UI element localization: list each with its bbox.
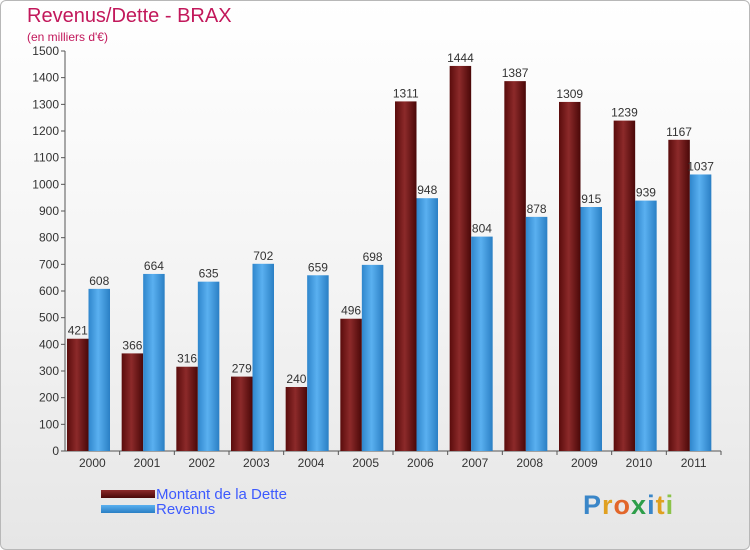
debt-value-label: 279 [232, 362, 252, 376]
x-tick-label: 2002 [188, 456, 215, 470]
y-tick-label: 100 [39, 417, 59, 431]
debt-bar [504, 81, 526, 451]
debt-value-label: 1387 [502, 66, 529, 80]
logo-letter: i [665, 490, 675, 520]
y-tick-label: 500 [39, 311, 59, 325]
revenue-bar [307, 275, 329, 451]
logo-letter: i [647, 490, 656, 520]
x-tick-label: 2009 [571, 456, 598, 470]
revenue-value-label: 1037 [687, 159, 714, 173]
debt-value-label: 1239 [611, 106, 638, 120]
debt-bar [285, 387, 308, 451]
revenue-bar [471, 236, 493, 451]
debt-bar [67, 338, 89, 451]
logo-letter: P [583, 490, 603, 520]
debt-bar [559, 101, 581, 451]
revenue-value-label: 659 [308, 260, 328, 274]
legend-label-debt: Montant de la Dette [156, 486, 287, 503]
y-tick-label: 600 [39, 284, 59, 298]
x-tick-label: 2001 [134, 456, 161, 470]
legend-swatch-revenue [101, 505, 155, 513]
logo-letter: t [655, 490, 666, 520]
logo-letter: x [631, 490, 648, 520]
legend-label-revenue: Revenus [156, 501, 216, 518]
revenue-bar [689, 174, 712, 451]
chart-title: Revenus/Dette - BRAX [27, 5, 232, 27]
revenue-bar [580, 207, 602, 451]
revenue-bar [143, 273, 165, 451]
y-tick-label: 900 [39, 204, 59, 218]
x-tick-label: 2010 [626, 456, 653, 470]
debt-value-label: 1309 [556, 87, 583, 101]
revenue-value-label: 948 [417, 183, 437, 197]
revenue-value-label: 939 [636, 186, 656, 200]
x-tick-label: 2008 [516, 456, 543, 470]
revenue-value-label: 698 [363, 250, 383, 264]
logo-letter: o [613, 490, 632, 520]
debt-bar [395, 101, 417, 452]
debt-value-label: 421 [68, 324, 88, 338]
debt-value-label: 1311 [393, 86, 419, 100]
y-tick-label: 1200 [32, 124, 59, 138]
y-tick-label: 1100 [33, 151, 59, 165]
y-tick-label: 1400 [32, 71, 59, 85]
x-tick-label: 2007 [462, 456, 489, 470]
logo-letter: r [602, 490, 614, 520]
debt-bar [231, 376, 253, 451]
legend-item-debt: Montant de la Dette [101, 486, 401, 503]
y-tick-label: 800 [39, 231, 59, 245]
legend-swatch-debt [101, 490, 155, 498]
debt-bar [449, 65, 472, 451]
revenue-value-label: 664 [144, 259, 164, 273]
legend-item-revenue: Revenus [101, 501, 401, 518]
debt-bar [340, 318, 362, 451]
x-tick-label: 2000 [79, 456, 106, 470]
debt-value-label: 496 [341, 304, 361, 318]
y-tick-label: 1500 [32, 44, 59, 58]
x-tick-label: 2004 [298, 456, 325, 470]
y-tick-label: 0 [52, 444, 59, 458]
chart-legend: Montant de la Dette Revenus [101, 486, 401, 518]
y-tick-label: 300 [39, 364, 59, 378]
x-tick-label: 2006 [407, 456, 434, 470]
revenue-value-label: 878 [527, 202, 547, 216]
revenue-bar [416, 198, 438, 451]
debt-bar [668, 139, 690, 452]
revenue-bar [361, 264, 384, 451]
revenue-value-label: 915 [581, 192, 601, 206]
y-tick-label: 1300 [32, 97, 59, 111]
debt-bar [613, 120, 636, 451]
debt-bar [121, 353, 144, 451]
debt-value-label: 366 [122, 338, 142, 352]
revenue-bar [88, 288, 110, 451]
x-tick-label: 2011 [681, 456, 707, 470]
y-tick-label: 200 [39, 391, 59, 405]
y-tick-label: 1000 [32, 177, 59, 191]
revenue-value-label: 702 [253, 249, 273, 263]
debt-value-label: 316 [177, 352, 197, 366]
y-tick-label: 400 [39, 337, 59, 351]
revenue-bar [525, 216, 548, 451]
debt-bar [176, 366, 198, 451]
debt-value-label: 1444 [447, 51, 474, 65]
debt-value-label: 240 [286, 372, 306, 386]
y-tick-label: 700 [39, 257, 59, 271]
revenue-value-label: 608 [89, 274, 109, 288]
revenue-value-label: 804 [472, 222, 492, 236]
revenue-bar [197, 281, 220, 451]
chart-subtitle: (en milliers d'€) [27, 30, 108, 44]
proxiti-logo: Proxiti [583, 490, 674, 521]
bar-chart: 0 100 200 300 400 500 600 700 800 900 1000 1100 1200… [32, 44, 722, 470]
revenue-bar [252, 263, 274, 451]
revenue-bar [635, 200, 657, 451]
x-tick-label: 2005 [352, 456, 379, 470]
debt-value-label: 1167 [666, 125, 692, 139]
revenue-value-label: 635 [199, 267, 219, 281]
x-tick-label: 2003 [243, 456, 270, 470]
